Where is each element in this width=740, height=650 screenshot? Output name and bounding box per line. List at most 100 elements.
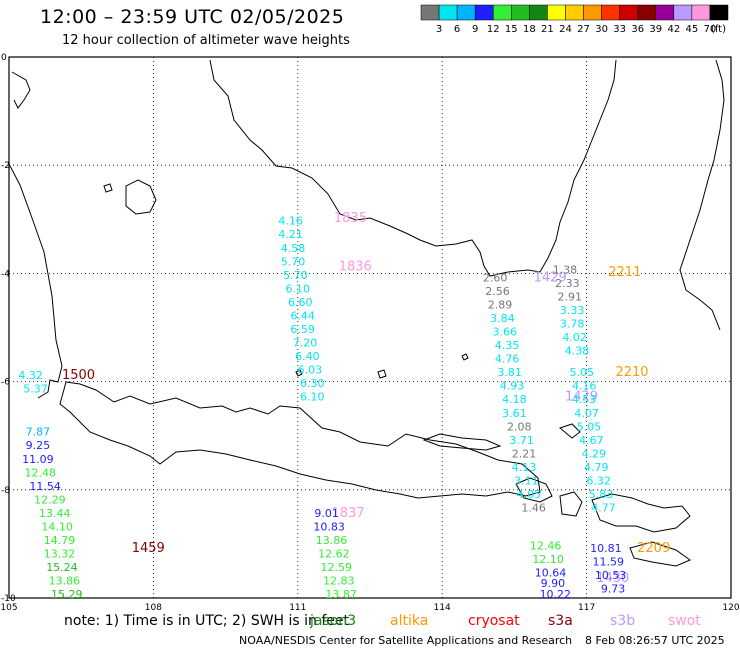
longitude-tick-label: 114 — [434, 603, 451, 613]
wave-height-value: 13.44 — [39, 507, 71, 520]
wave-height-value: 3.81 — [497, 366, 522, 379]
wave-height-value: 5.83 — [589, 488, 614, 501]
wave-height-value: 15.24 — [46, 561, 78, 574]
colorbar-tick-label: 21 — [541, 24, 554, 35]
wave-height-value: 12.59 — [321, 561, 353, 574]
wave-height-value: 12.48 — [25, 466, 57, 479]
pass-time-labels: 1835 1836 1500 2211 2210 1429 1429 1837 1459 2209… — [62, 211, 670, 586]
wave-height-value: 4.02 — [562, 331, 587, 344]
wave-height-value: 2.33 — [555, 277, 580, 290]
wave-height-value: 6.10 — [286, 282, 311, 295]
wave-height-value: 6.10 — [300, 391, 325, 404]
colorbar-tick-label: 3 — [436, 24, 442, 35]
pass-time-label: 1429 — [534, 271, 567, 286]
wave-height-value: 4.93 — [500, 380, 525, 393]
wave-height-value: 4.77 — [591, 501, 616, 514]
coastline-bangka — [11, 71, 31, 109]
wave-height-value: 2.89 — [488, 299, 513, 312]
footer-note: note: 1) Time is in UTC; 2) SWH is in fe… — [64, 613, 350, 629]
colorbar-tick-label: 45 — [686, 24, 699, 35]
wave-height-value: 10.64 — [535, 566, 567, 579]
map-subtitle: 12 hour collection of altimeter wave hei… — [62, 33, 350, 48]
wave-height-value: 4.58 — [281, 242, 306, 255]
wave-height-value: 13.32 — [44, 547, 76, 560]
wave-height-value: 15.29 — [51, 588, 83, 601]
coastline-island-small — [103, 183, 113, 193]
wave-height-value: 12.62 — [318, 547, 350, 560]
colorbar-tick-label: 30 — [595, 24, 608, 35]
pass-time-label: 2209 — [637, 541, 670, 556]
wave-height-value: 4.38 — [565, 345, 590, 358]
coastline-bawean — [377, 369, 387, 379]
wave-height-value: 2.21 — [512, 447, 537, 460]
colorbar-tick-label: 24 — [559, 24, 572, 35]
wave-height-value: 4.32 — [18, 369, 43, 382]
coastline-lombok — [559, 491, 583, 517]
wave-height-value: 9.90 — [541, 577, 566, 590]
wave-height-value: 9.01 — [314, 507, 339, 520]
pass-time-label: 2210 — [615, 365, 648, 380]
latitude-tick-label: -2 — [1, 161, 10, 171]
coastline-sulawesi — [679, 59, 725, 331]
longitude-tick-label: 105 — [0, 603, 17, 613]
map-grid — [9, 57, 731, 598]
colorbar-tick-label: 70 — [704, 24, 717, 35]
coastline-kangean — [558, 423, 581, 439]
wave-height-value: 3.84 — [490, 312, 515, 325]
colorbar-unit: (ft) — [711, 24, 726, 35]
wave-height-value: 12.10 — [532, 553, 564, 566]
latitude-tick-label: -10 — [1, 594, 16, 604]
colorbar-tick-label: 39 — [649, 24, 662, 35]
latitude-tick-label: -4 — [1, 269, 10, 279]
coastline-sumbawa — [591, 493, 691, 533]
wave-height-value: 4.76 — [495, 353, 520, 366]
coastline-masalembu — [461, 353, 469, 361]
colorbar-tick-label: 42 — [667, 24, 680, 35]
latitude-tick-label: -6 — [1, 378, 10, 388]
wave-height-value: 3.78 — [560, 318, 585, 331]
wave-height-value: 10.83 — [313, 520, 345, 533]
map-title: 12:00 – 23:59 UTC 02/05/2025 — [40, 6, 345, 28]
wave-height-value: 2.91 — [558, 290, 583, 303]
wave-height-value: 11.59 — [593, 556, 625, 569]
satellite-legend-s3a: s3a — [548, 613, 573, 629]
wave-height-value: 7.87 — [26, 426, 51, 439]
coastline — [8, 59, 725, 567]
colorbar-tick-label: 15 — [505, 24, 518, 35]
wave-height-observations: 4.164.214.585.705.706.106.606.446.597.20… — [18, 215, 626, 601]
colorbar-tick-label: 33 — [613, 24, 626, 35]
longitude-tick-label: 120 — [722, 603, 739, 613]
wave-height-value: 6.30 — [300, 377, 325, 390]
colorbar-swatch — [709, 4, 729, 21]
wave-height-value: 11.54 — [29, 480, 61, 493]
latitude-tick-label: -8 — [1, 486, 10, 496]
coastline-karimunjawa — [295, 369, 303, 377]
wave-height-value: 10.53 — [595, 569, 627, 582]
wave-height-value: 4.67 — [579, 434, 604, 447]
wave-height-value: 7.20 — [293, 336, 318, 349]
longitude-tick-label: 117 — [578, 603, 595, 613]
wave-height-value: 12.46 — [530, 539, 562, 552]
pass-time-label: 2211 — [608, 265, 641, 280]
latitude-tick-labels: 0 -2 -4 -6 -8 -10 — [1, 53, 16, 604]
coastline-java — [59, 381, 541, 499]
coastline-sumatra — [8, 163, 63, 399]
wave-height-value: 3.11 — [514, 474, 539, 487]
coastline-belitung — [125, 179, 157, 215]
wave-height-value: 13.86 — [316, 534, 348, 547]
pass-time-label: 1429 — [565, 390, 598, 405]
wave-height-value: 4.13 — [512, 461, 537, 474]
wave-height-value: 1.46 — [521, 501, 546, 514]
satellite-legend-s3b: s3b — [610, 613, 636, 629]
wave-height-value: 4.05 — [517, 488, 542, 501]
wave-height-value: 4.16 — [572, 380, 597, 393]
wave-height-value: 4.21 — [278, 228, 303, 241]
color-scale-legend: 3 6 9 12 15 18 21 24 27 30 33 36 39 42 45 70(ft) — [420, 4, 729, 35]
footer-timestamp: 8 Feb 08:26:57 UTC 2025 — [585, 634, 725, 647]
wave-height-value: 4.18 — [502, 393, 527, 406]
longitude-tick-labels: 105 108 111 114 117 120 — [0, 603, 739, 613]
colorbar-tick-label: 18 — [523, 24, 536, 35]
wave-height-value: 6.44 — [290, 309, 315, 322]
wave-height-value: 12.83 — [323, 574, 355, 587]
wave-height-value: 3.66 — [493, 326, 518, 339]
